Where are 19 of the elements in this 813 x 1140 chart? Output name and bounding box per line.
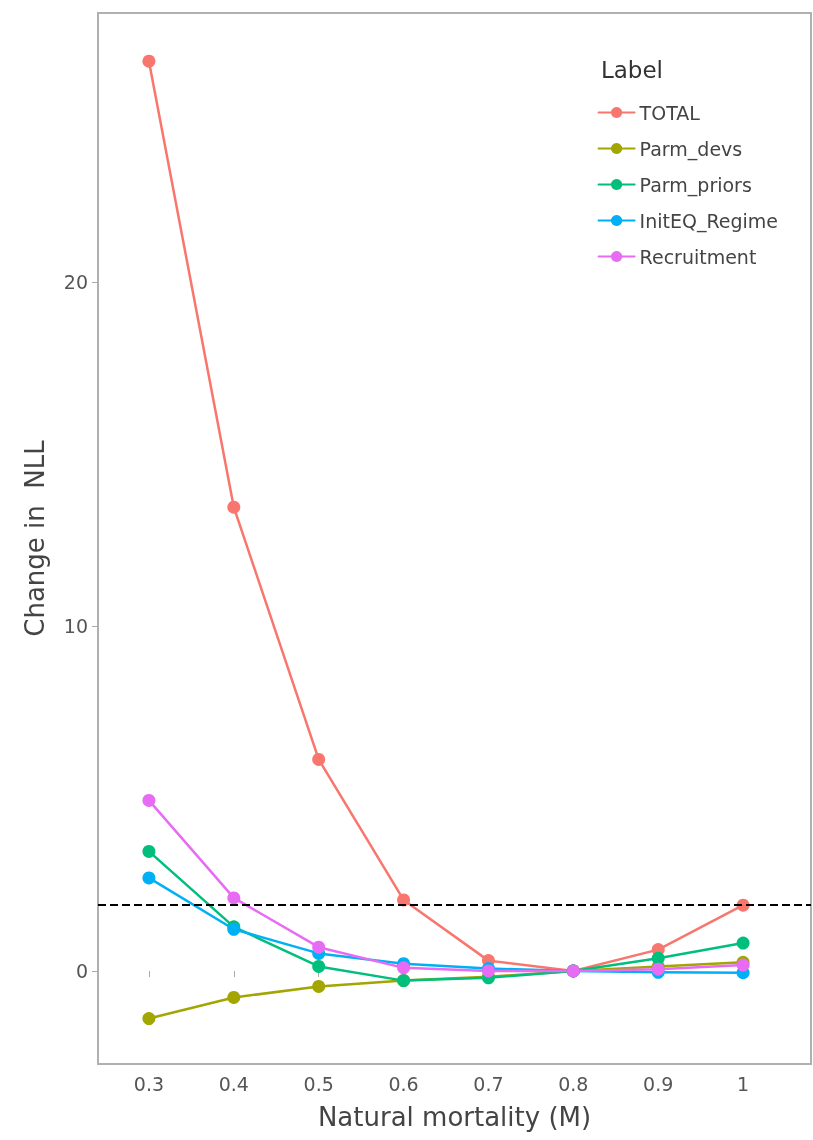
y-tick-label: 20 (63, 270, 88, 293)
legend-label: TOTAL (638, 101, 701, 124)
x-tick-label: 0.6 (388, 1072, 419, 1095)
x-tick-label: 0.5 (303, 1072, 334, 1095)
y-tick-label: 0 (75, 959, 88, 982)
x-tick-label: 1 (737, 1072, 750, 1095)
legend-label: Parm_priors (639, 173, 752, 197)
x-tick-label: 0.9 (643, 1072, 674, 1095)
x-tick-label: 0.7 (473, 1072, 504, 1095)
x-tick-label: 0.8 (558, 1072, 589, 1095)
y-tick-label: 10 (63, 615, 88, 638)
legend-title: Label (600, 56, 664, 83)
legend-label: InitEQ_Regime (639, 209, 779, 233)
legend-label: Recruitment (639, 245, 757, 268)
x-tick-label: 0.4 (218, 1072, 249, 1095)
y-axis-title: Change in NLL (20, 439, 50, 637)
legend-label: Parm_devs (639, 137, 743, 161)
x-axis-title: Natural mortality (M) (317, 1102, 592, 1132)
x-tick-label: 0.3 (133, 1072, 165, 1095)
